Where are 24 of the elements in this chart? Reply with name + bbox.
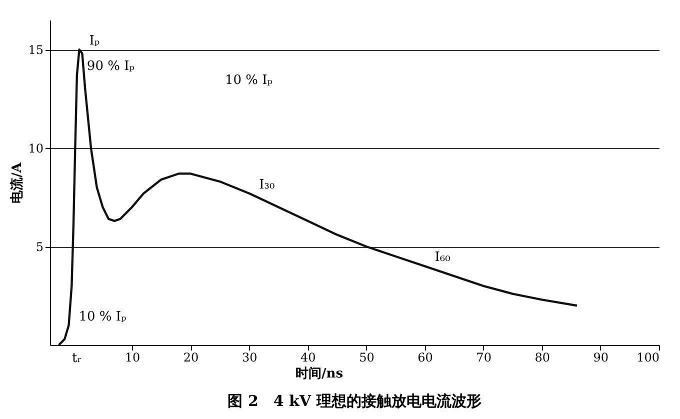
y-tick-label: 15 [28,43,44,58]
annotation: 10 % Iₚ [78,309,126,324]
annotation: Iₚ [89,34,100,49]
text: 图 2 4 kV 理想的接触放电电流波形 [228,392,482,410]
x-tick-label: 20 [183,350,199,364]
x-tick-label: 30 [242,350,258,364]
x-tick-label: 70 [476,350,492,364]
line-series [58,48,578,346]
x-axis-title: 时间/ns [296,366,344,382]
x-tick-label: 40 [300,350,316,364]
annotation: 10 % Iₚ [225,73,272,88]
x-tick-label: 50 [359,350,374,364]
x-tick-label: 90 [593,350,609,364]
y-axis-title: 电流/A [9,162,26,204]
x-tick-label: 80 [534,350,550,364]
annotation: I₃₀ [259,177,275,192]
text: tᵣ [72,351,82,366]
y-tick-label: 10 [28,142,44,156]
x-tick-label: 10 [124,350,140,364]
x-tick-label: 100 [636,350,660,364]
annotation: I₆₀ [434,250,450,266]
y-tick-label: 5 [36,240,44,254]
x-tick-label: 60 [418,350,433,364]
annotation: 90 % Iₚ [86,59,134,74]
